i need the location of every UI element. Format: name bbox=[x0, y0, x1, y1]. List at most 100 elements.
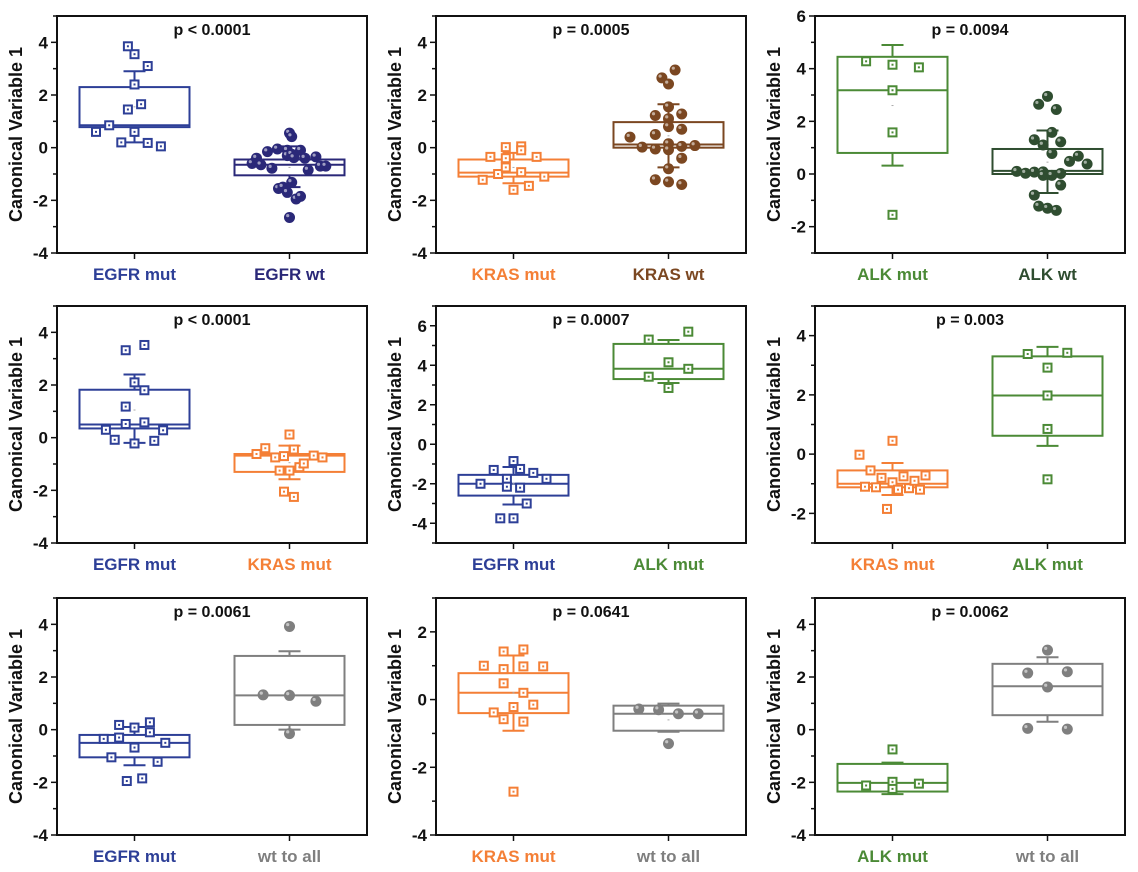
chart-panel: -4 -2 0 2 4 Canonical Variable 1 p = 0.0061 EGF… bbox=[6, 597, 368, 866]
y-axis-label: Canonical Variable 1 bbox=[385, 47, 405, 222]
p-value-label: p = 0.003 bbox=[936, 312, 1004, 329]
data-point bbox=[508, 702, 519, 713]
data-point bbox=[904, 483, 914, 494]
data-point bbox=[913, 62, 924, 73]
data-point bbox=[1028, 134, 1040, 146]
data-point bbox=[286, 176, 298, 188]
data-point bbox=[518, 644, 529, 655]
data-point bbox=[909, 475, 920, 486]
data-point bbox=[663, 121, 674, 133]
y-tick-label: 4 bbox=[797, 60, 807, 79]
y-tick-label: 2 bbox=[39, 376, 48, 395]
data-point bbox=[495, 513, 506, 524]
data-point bbox=[1028, 189, 1040, 201]
y-tick-label: -4 bbox=[791, 826, 807, 845]
iqr-box bbox=[233, 654, 346, 726]
data-point bbox=[676, 152, 688, 164]
data-point bbox=[528, 699, 539, 710]
data-point bbox=[1042, 644, 1053, 656]
data-point bbox=[624, 131, 636, 143]
data-point bbox=[255, 159, 267, 171]
y-tick-label: -4 bbox=[33, 534, 49, 553]
data-point bbox=[144, 717, 155, 728]
mean-marker bbox=[1046, 161, 1049, 163]
y-tick-label: 0 bbox=[418, 435, 427, 454]
y-tick-label: 2 bbox=[418, 396, 427, 415]
y-tick-label: 0 bbox=[797, 721, 806, 740]
plot-frame bbox=[56, 15, 368, 254]
data-point bbox=[913, 778, 924, 789]
data-point bbox=[122, 104, 133, 115]
data-point bbox=[279, 486, 289, 497]
p-value-label: p = 0.0094 bbox=[932, 22, 1009, 39]
data-point bbox=[649, 110, 661, 122]
y-tick-label: 2 bbox=[418, 623, 427, 642]
data-point bbox=[129, 377, 140, 388]
data-point bbox=[663, 357, 674, 368]
data-point bbox=[498, 664, 509, 675]
iqr-box bbox=[78, 388, 191, 430]
y-tick-label: -2 bbox=[412, 191, 427, 210]
iqr-box bbox=[991, 662, 1104, 717]
data-point bbox=[1033, 200, 1045, 212]
data-point bbox=[516, 167, 527, 178]
data-point bbox=[663, 113, 674, 125]
data-point bbox=[120, 418, 131, 429]
data-point bbox=[114, 732, 125, 743]
data-point bbox=[1022, 667, 1034, 679]
data-point bbox=[865, 465, 876, 476]
data-point bbox=[898, 471, 909, 482]
y-tick-label: 4 bbox=[797, 327, 807, 346]
data-point bbox=[257, 689, 269, 701]
data-point bbox=[518, 687, 529, 698]
data-point bbox=[692, 708, 704, 720]
y-axis-label: Canonical Variable 1 bbox=[764, 337, 784, 512]
data-point bbox=[1055, 136, 1067, 148]
p-value-label: p = 0.0061 bbox=[174, 604, 251, 621]
data-point bbox=[508, 456, 519, 467]
data-point bbox=[98, 733, 109, 744]
data-point bbox=[1011, 165, 1023, 177]
mean-marker bbox=[667, 719, 670, 721]
data-point bbox=[286, 131, 298, 143]
data-point bbox=[284, 211, 295, 223]
data-point bbox=[1062, 347, 1073, 358]
data-point bbox=[861, 56, 872, 67]
data-point bbox=[144, 727, 155, 738]
data-point bbox=[676, 179, 688, 191]
data-point bbox=[508, 184, 519, 195]
data-point bbox=[643, 371, 654, 382]
data-point bbox=[298, 458, 309, 469]
data-point bbox=[1028, 166, 1040, 178]
data-point bbox=[521, 498, 532, 509]
data-point bbox=[129, 126, 140, 137]
data-point bbox=[1042, 202, 1053, 214]
data-point bbox=[152, 756, 163, 767]
plot-frame bbox=[814, 597, 1126, 836]
data-point bbox=[129, 49, 140, 60]
y-tick-label: 0 bbox=[797, 165, 806, 184]
chart-panel: -2 0 2 4 6 Canonical Variable 1 p = 0.0094 ALK … bbox=[764, 7, 1126, 284]
x-tick-label: EGFR mut bbox=[93, 555, 176, 574]
x-tick-label: EGFR mut bbox=[93, 265, 176, 284]
data-point bbox=[541, 473, 552, 484]
y-tick-label: 0 bbox=[418, 691, 427, 710]
data-point bbox=[308, 450, 319, 461]
data-point bbox=[683, 326, 694, 337]
chart-panel: -4 -2 0 2 4 Canonical Variable 1 p = 0.0062 ALK… bbox=[764, 597, 1126, 866]
y-tick-label: 2 bbox=[797, 668, 806, 687]
y-axis-label: Canonical Variable 1 bbox=[764, 47, 784, 222]
data-point bbox=[516, 145, 527, 156]
data-point bbox=[1055, 167, 1067, 179]
data-point bbox=[672, 708, 684, 720]
data-point bbox=[1061, 666, 1073, 678]
box-kras-mut bbox=[457, 151, 570, 185]
data-point bbox=[1081, 158, 1093, 170]
chart-panel: -4 -2 0 2 4 Canonical Variable 1 p = 0.0005 KRA… bbox=[385, 15, 747, 284]
data-point bbox=[109, 434, 120, 445]
plot-frame bbox=[56, 305, 368, 544]
data-point bbox=[636, 141, 648, 153]
x-tick-label: KRAS mut bbox=[850, 555, 934, 574]
data-point bbox=[501, 481, 512, 492]
